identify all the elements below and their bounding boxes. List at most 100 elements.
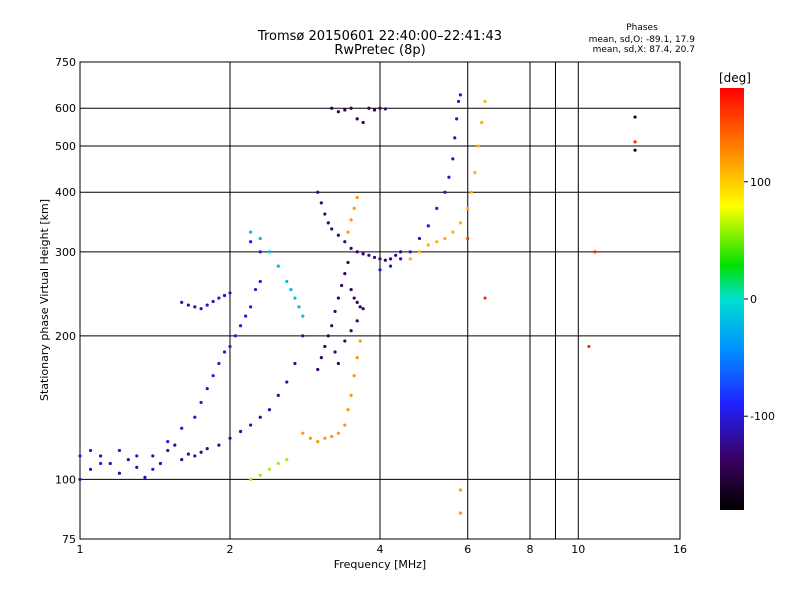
y-axis-label: Stationary phase Virtual Height [km] [38,199,51,401]
y-tick-label: 750 [55,56,76,69]
data-point [258,415,262,419]
data-point [451,230,455,234]
data-point [435,240,439,244]
data-point [367,253,371,257]
x-tick-label: 4 [377,543,384,556]
y-tick-label: 400 [55,186,76,199]
data-point [316,440,320,444]
chart-subtitle: RwPretec (8p) [334,43,425,58]
data-point [447,175,451,179]
data-point [355,250,359,254]
data-point [417,250,422,254]
grid [80,62,680,539]
data-point [361,120,365,125]
data-point [587,344,591,349]
data-point [193,305,197,309]
data-point [378,257,382,261]
data-point [355,356,359,360]
data-point [276,461,280,466]
data-point [426,224,430,228]
data-point [346,408,350,412]
data-point [166,448,170,453]
data-point [293,361,297,366]
data-point [258,473,262,477]
data-point [88,448,93,453]
data-point [408,257,412,261]
data-point [466,236,470,241]
data-point [361,252,365,256]
data-point [78,454,82,458]
data-point [343,423,347,427]
data-point [108,461,112,466]
x-tick-label: 10 [571,543,585,556]
colorbar-ticks: 100 0 -100 [744,176,775,423]
data-point [205,387,209,391]
x-tick-label: 6 [464,543,471,556]
data-point [458,488,463,492]
data-point [316,367,320,372]
data-point [244,314,248,318]
data-point [285,458,289,462]
data-point [349,329,353,333]
data-point [135,454,139,458]
data-point [352,206,356,210]
data-point [276,393,280,398]
x-tick-label: 1 [77,543,84,556]
data-point [456,99,461,104]
data-point [276,264,280,268]
data-point [355,300,359,305]
data-point [308,436,313,440]
data-point [293,296,297,300]
data-point [258,236,262,241]
data-point [319,356,323,360]
data-point [372,255,377,260]
colorbar-tick-label: -100 [750,410,775,423]
data-point [330,106,334,110]
data-point [301,314,305,318]
data-point [330,324,334,328]
data-point [88,467,93,471]
data-point [408,250,412,254]
data-point [326,334,330,338]
data-point [143,475,147,479]
data-point [173,443,177,447]
data-point [633,140,637,144]
y-tick-label: 600 [55,102,76,115]
data-point [199,400,203,405]
data-point [476,144,480,148]
data-point [285,279,289,284]
data-point [388,264,393,268]
data-point [199,307,203,311]
data-point [458,93,463,97]
data-point [99,454,103,458]
data-point [193,415,197,419]
data-point [323,212,327,216]
data-point [258,250,262,254]
data-point [435,206,439,210]
data-point [301,334,305,338]
data-point [399,257,403,261]
data-point [355,319,359,323]
data-point [205,303,209,307]
data-point [180,458,184,462]
data-point [267,250,272,254]
data-point [346,260,350,265]
data-point [222,350,227,354]
data-point [343,240,347,244]
data-point [349,287,353,292]
data-point [426,243,430,247]
y-tick-label: 75 [62,533,76,546]
data-point [249,423,253,427]
data-point [473,170,477,175]
data-point [349,393,353,398]
data-point [352,374,356,378]
data-point [343,339,347,343]
data-point [469,190,473,194]
phases-title: Phases [626,23,658,33]
data-point [249,305,253,309]
colorbar-tick-label: 100 [750,176,771,189]
data-point [336,110,340,114]
chart-title: Tromsø 20150601 22:40:00–22:41:43 [257,29,502,44]
data-point [193,454,197,458]
data-point [211,299,215,304]
